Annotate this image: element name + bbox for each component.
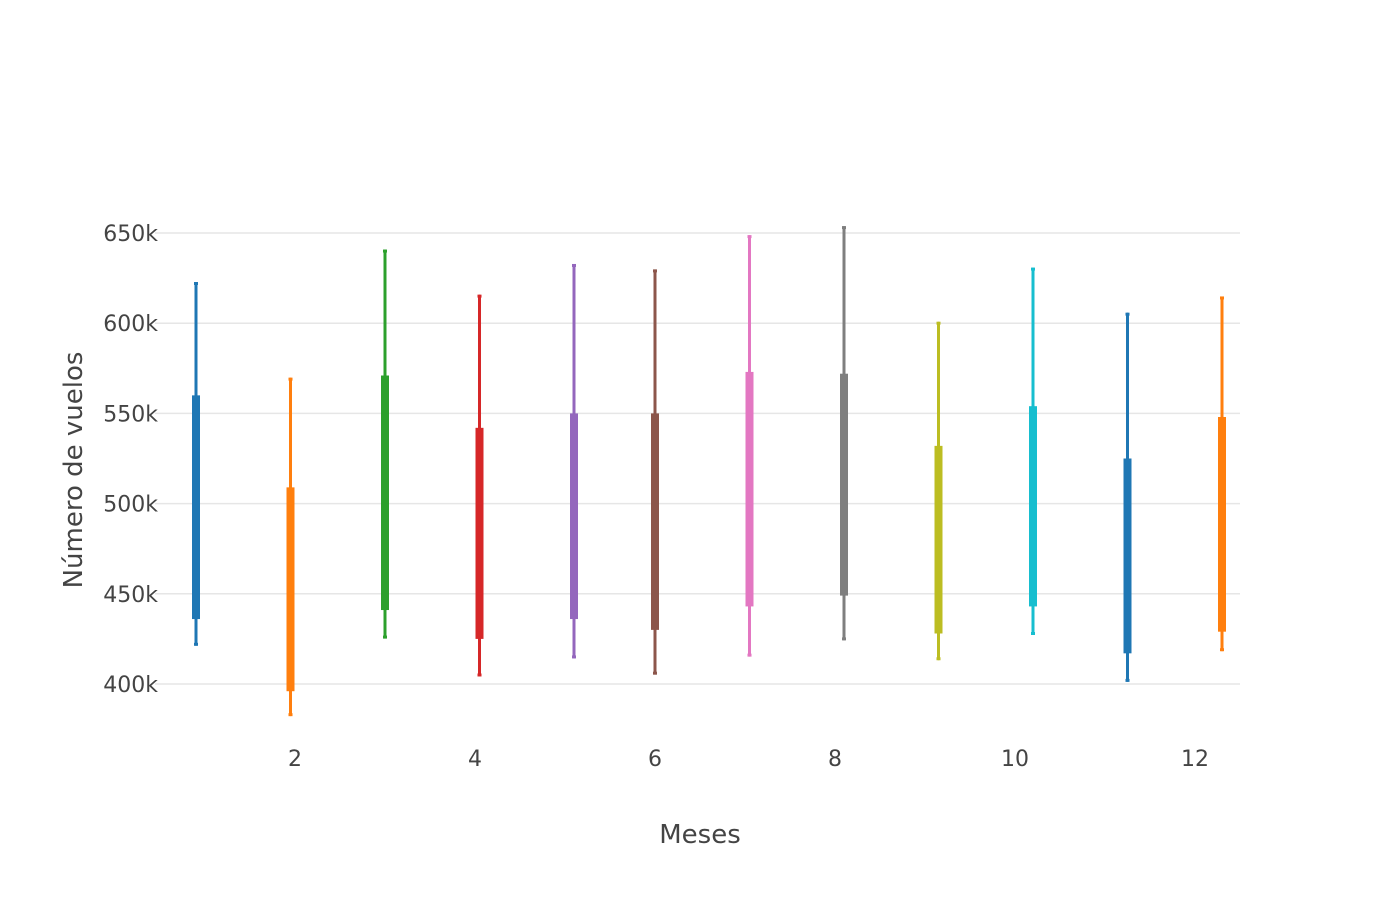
y-tick-label: 650k [103, 222, 158, 247]
box-month-7 [745, 235, 754, 657]
box-month-8 [840, 226, 848, 641]
box-iqr [475, 427, 484, 639]
box-month-5 [570, 263, 578, 659]
box-month-2 [286, 377, 295, 717]
y-tick-label: 550k [103, 402, 158, 427]
y-tick-label: 600k [103, 312, 158, 337]
box-iqr [745, 371, 754, 607]
box-iqr [934, 445, 943, 634]
box-iqr [286, 487, 295, 692]
y-tick-label: 500k [103, 493, 158, 518]
box-iqr [1123, 458, 1132, 654]
box-iqr [1218, 417, 1226, 632]
x-axis-ticks: 2 4 6 8 10 12 [288, 747, 1209, 772]
y-axis-ticks: 400k 450k 500k 550k 600k 650k [103, 222, 158, 698]
x-tick-label: 8 [828, 747, 842, 772]
box-iqr [381, 375, 389, 611]
box-iqr [1029, 406, 1037, 607]
box-series [192, 226, 1226, 717]
y-tick-label: 400k [103, 673, 158, 698]
x-tick-label: 10 [1001, 747, 1029, 772]
box-iqr [570, 413, 578, 620]
box-month-6 [651, 269, 659, 675]
box-month-4 [475, 294, 484, 677]
x-tick-label: 4 [468, 747, 482, 772]
box-iqr [192, 395, 200, 620]
grid-lines [155, 232, 1240, 685]
x-tick-label: 2 [288, 747, 302, 772]
box-month-10 [1029, 267, 1037, 635]
x-tick-label: 6 [648, 747, 662, 772]
box-iqr [840, 373, 848, 596]
box-iqr [651, 413, 659, 630]
box-month-1 [192, 282, 200, 646]
y-axis-title: Número de vuelos [59, 352, 89, 589]
y-tick-label: 450k [103, 583, 158, 608]
box-month-11 [1123, 312, 1132, 682]
x-tick-label: 12 [1181, 747, 1209, 772]
x-axis-title: Meses [659, 820, 741, 850]
box-month-3 [381, 249, 389, 639]
box-month-9 [934, 321, 943, 661]
box-month-12 [1218, 296, 1226, 652]
